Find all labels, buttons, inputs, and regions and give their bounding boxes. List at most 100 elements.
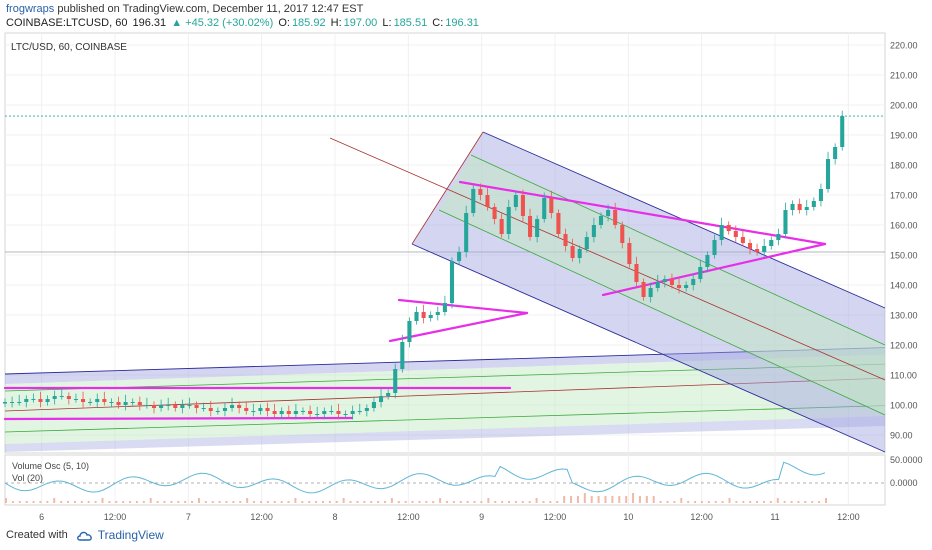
candle-body bbox=[95, 399, 100, 402]
volume-bar bbox=[204, 501, 207, 503]
volume-bar bbox=[625, 496, 628, 503]
volume-bar bbox=[239, 501, 242, 503]
volume-bar bbox=[556, 501, 559, 503]
candle-body bbox=[10, 402, 15, 403]
candle-body bbox=[627, 243, 632, 264]
candle-body bbox=[457, 252, 462, 261]
volume-bar bbox=[101, 498, 104, 503]
volume-bar bbox=[728, 498, 731, 503]
volume-bar bbox=[232, 501, 235, 503]
footer: Created with TradingView bbox=[6, 528, 164, 542]
volume-bar bbox=[583, 493, 586, 503]
low-label: L: bbox=[382, 17, 392, 29]
lower-pitchfork-inner-lower-line bbox=[4, 405, 886, 433]
x-tick-label: 7 bbox=[186, 512, 191, 522]
candle-body bbox=[428, 315, 433, 318]
candle-body bbox=[144, 405, 149, 406]
volume-bar bbox=[115, 501, 118, 503]
magenta-pennant-bottom bbox=[388, 311, 529, 343]
candle-body bbox=[88, 402, 93, 403]
candle-body bbox=[513, 195, 518, 207]
candle-body bbox=[137, 402, 142, 405]
candle-body bbox=[485, 195, 490, 207]
candle-body bbox=[733, 231, 738, 237]
candle-body bbox=[66, 396, 71, 399]
lower-pitchfork-outer-band bbox=[5, 347, 885, 384]
x-tick-label: 10 bbox=[623, 512, 633, 522]
upper-pitchfork-median bbox=[329, 137, 886, 381]
volume-bar bbox=[390, 498, 393, 503]
candle-body bbox=[315, 414, 320, 415]
candle-body bbox=[2, 402, 8, 404]
x-tick-label: 11 bbox=[770, 512, 779, 522]
volume-bar bbox=[211, 501, 214, 503]
magenta-triangle-top bbox=[458, 180, 827, 246]
candle-body bbox=[180, 405, 185, 408]
volume-bar bbox=[218, 501, 221, 503]
candle-body bbox=[676, 285, 682, 288]
volume-bar bbox=[459, 501, 462, 503]
volume-bar bbox=[446, 501, 449, 503]
candle-body bbox=[31, 399, 36, 400]
chart-title: LTC/USD, 60, COINBASE bbox=[11, 42, 127, 53]
candle-body bbox=[655, 282, 660, 288]
candle-body bbox=[59, 396, 64, 397]
candle-body bbox=[804, 207, 809, 210]
candle-body bbox=[336, 411, 341, 414]
tradingview-brand[interactable]: TradingView bbox=[97, 528, 164, 542]
candle-body bbox=[173, 405, 178, 408]
volume-bar bbox=[349, 501, 352, 503]
lower-pitchfork-median bbox=[4, 377, 886, 412]
candle-body bbox=[194, 405, 199, 408]
upper-pitchfork-inner-upper-line bbox=[470, 154, 886, 346]
candle-body bbox=[563, 234, 568, 246]
volume-bar bbox=[818, 501, 821, 503]
volume-bar bbox=[680, 498, 683, 503]
volume-bar bbox=[535, 498, 538, 503]
y-tick-label: 90.00 bbox=[890, 431, 913, 441]
ohlc-line: COINBASE:LTCUSD, 60 196.31 ▲ +45.32 (+30… bbox=[6, 17, 481, 29]
volume-bar bbox=[480, 501, 483, 503]
volume-bar bbox=[225, 501, 228, 503]
candle-body bbox=[24, 399, 29, 402]
candle-body bbox=[811, 201, 816, 207]
volume-bar bbox=[439, 498, 442, 503]
volume-bar bbox=[742, 501, 745, 503]
volume-bar bbox=[149, 498, 152, 503]
volume-bar bbox=[356, 501, 359, 503]
candle-body bbox=[102, 399, 107, 402]
volume-bar bbox=[466, 501, 469, 503]
open-value: 185.92 bbox=[291, 17, 326, 29]
upper-pitchfork-inner-lower-line bbox=[438, 209, 886, 416]
candle-body bbox=[613, 210, 618, 225]
volume-bar bbox=[549, 501, 552, 503]
published-text: published on TradingView.com, December 1… bbox=[57, 3, 364, 15]
volume-bar bbox=[80, 501, 83, 503]
candle-body bbox=[286, 411, 291, 414]
volume-bar bbox=[370, 501, 373, 503]
volume-bar bbox=[721, 501, 724, 503]
candle-body bbox=[130, 402, 135, 403]
volume-bar bbox=[170, 501, 173, 503]
volume-bar bbox=[570, 496, 573, 503]
candle-body bbox=[329, 411, 334, 412]
upper-pitchfork-inner-band bbox=[439, 155, 885, 415]
volume-bar bbox=[177, 501, 180, 503]
candle-body bbox=[116, 402, 121, 405]
candle-body bbox=[201, 408, 206, 409]
candle-body bbox=[38, 399, 43, 402]
candle-body bbox=[797, 204, 802, 210]
candle-body bbox=[520, 195, 525, 216]
price-change: ▲ +45.32 (+30.02%) bbox=[171, 17, 274, 29]
publisher-user[interactable]: frogwraps bbox=[6, 3, 55, 15]
candle-body bbox=[825, 159, 831, 189]
candle-body bbox=[712, 240, 717, 255]
volume-bar bbox=[638, 496, 641, 503]
volume-bar bbox=[122, 501, 125, 503]
volume-bar bbox=[776, 498, 779, 503]
volume-bar bbox=[769, 501, 772, 503]
candle-body bbox=[357, 411, 362, 412]
created-with-text: Created with bbox=[6, 529, 68, 541]
y-tick-label: 140.00 bbox=[890, 281, 918, 291]
